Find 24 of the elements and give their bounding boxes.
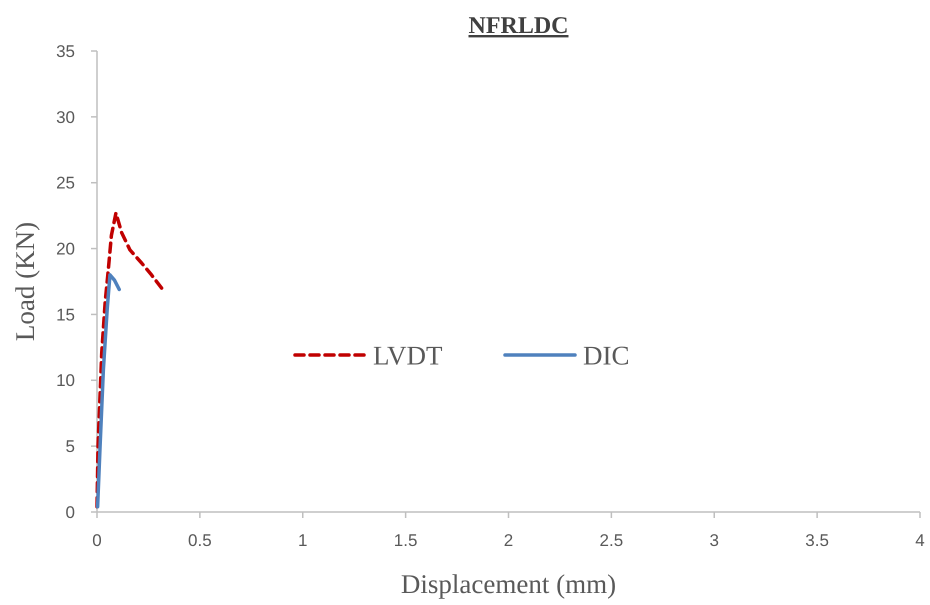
- chart-title: NFRLDC: [468, 13, 568, 39]
- y-tick-label: 0: [66, 502, 75, 522]
- x-tick-label: 0: [92, 531, 102, 550]
- x-tick-label: 2.5: [600, 531, 624, 550]
- x-tick-label: 1.5: [394, 531, 418, 550]
- legend-label: DIC: [583, 340, 630, 370]
- x-tick-label: 1: [298, 531, 308, 550]
- y-tick-label: 15: [56, 305, 75, 324]
- y-tick-label: 25: [56, 174, 75, 193]
- x-tick-label: 4: [915, 531, 925, 550]
- x-tick-label: 3: [710, 531, 719, 550]
- line-series: [95, 211, 164, 508]
- y-tick-label: 5: [66, 437, 75, 456]
- x-tick-label: 0.5: [188, 531, 212, 550]
- y-tick-label: 30: [56, 108, 75, 127]
- y-tick-label: 10: [56, 371, 75, 390]
- x-tick-label: 3.5: [805, 531, 829, 550]
- x-axis-title: Displacement (mm): [400, 569, 616, 599]
- line-series: [96, 273, 121, 508]
- y-tick-label: 20: [56, 240, 75, 259]
- x-tick-label: 2: [504, 531, 514, 550]
- y-tick-label: 35: [56, 42, 75, 61]
- legend-label: LVDT: [373, 340, 444, 370]
- y-axis-title: Load (KN): [10, 222, 40, 342]
